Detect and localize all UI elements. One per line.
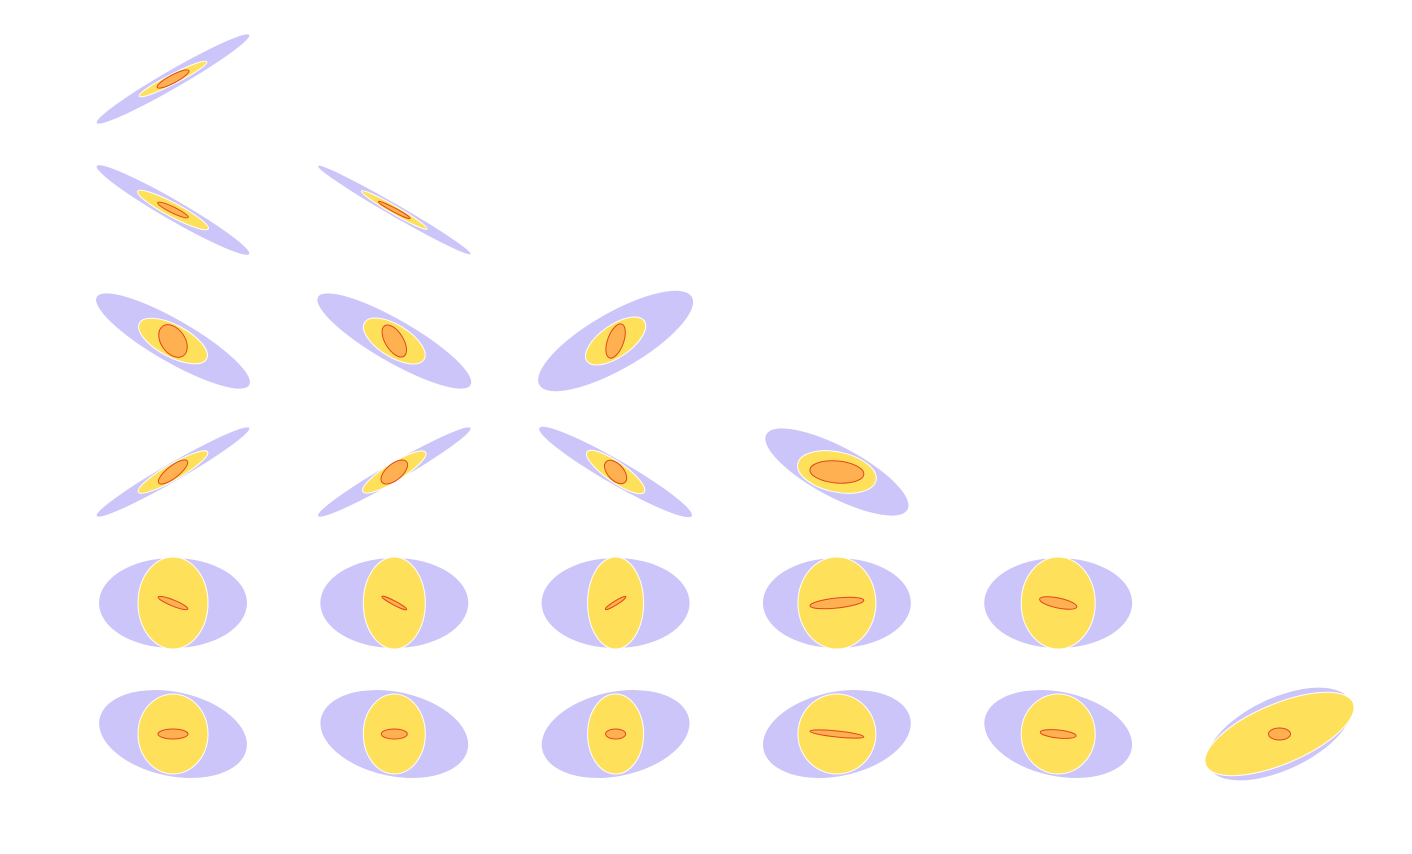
inner-contour-r6-c1: [157, 728, 189, 740]
inner-contour-r3-c3: [605, 323, 626, 359]
inner-contour-r4-c1: [157, 459, 189, 485]
panel-r1-c1: [96, 34, 250, 124]
inner-contour-r2-c1: [157, 201, 189, 219]
panel-r5-c3: [541, 556, 690, 650]
inner-contour-r6-c5: [1039, 729, 1077, 739]
inner-contour-r5-c4: [809, 596, 865, 610]
inner-contour-r5-c3: [604, 595, 627, 611]
inner-contour-r6-c6: [1268, 727, 1291, 741]
inner-contour-r4-c3: [604, 459, 628, 485]
panel-r6-c6: [1204, 687, 1355, 781]
panel-r4-c3: [539, 426, 693, 518]
inner-contour-r3-c2: [381, 324, 408, 358]
panel-r6-c1: [99, 690, 247, 778]
inner-contour-r5-c5: [1039, 596, 1078, 610]
inner-contour-r3-c1: [158, 324, 188, 358]
inner-contour-r4-c4: [809, 460, 865, 484]
panel-r6-c2: [320, 690, 469, 778]
inner-contour-r2-c2: [377, 200, 411, 220]
panel-r3-c2: [317, 293, 472, 389]
panel-r5-c4: [762, 556, 911, 650]
inner-contour-r5-c1: [157, 595, 189, 611]
panel-r5-c1: [99, 556, 247, 650]
panel-r3-c1: [96, 293, 250, 389]
inner-contour-r6-c3: [605, 728, 627, 740]
inner-contour-r4-c2: [380, 459, 409, 485]
inner-contour-r5-c2: [381, 595, 408, 611]
inner-contour-r6-c2: [380, 728, 408, 740]
panel-r4-c4: [765, 428, 909, 516]
panel-r2-c1: [96, 165, 250, 255]
panel-r6-c5: [984, 690, 1133, 778]
panel-r3-c3: [538, 290, 694, 392]
panel-r4-c1: [96, 427, 250, 517]
inner-contour-r6-c4: [809, 729, 865, 739]
panel-r2-c2: [318, 165, 471, 255]
panel-r5-c5: [984, 556, 1133, 650]
panel-r6-c4: [763, 690, 911, 778]
inner-contour-r1-c1: [156, 69, 190, 89]
panel-r6-c3: [541, 690, 690, 778]
panel-r5-c2: [320, 556, 469, 650]
panel-r4-c2: [317, 427, 471, 517]
